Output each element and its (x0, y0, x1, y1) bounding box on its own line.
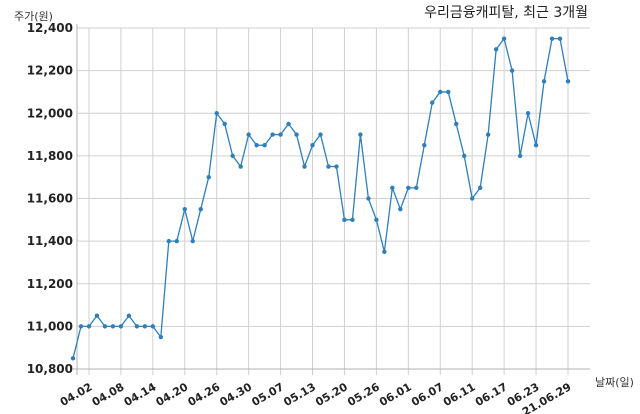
data-point (469, 196, 475, 201)
data-point (246, 132, 251, 137)
data-point (206, 174, 211, 180)
data-point (517, 153, 523, 159)
data-point (270, 132, 275, 137)
x-tick-label: 04.02 (58, 380, 95, 409)
x-tick-label: 06.01 (377, 380, 414, 409)
data-point (222, 121, 227, 127)
data-point (278, 132, 283, 137)
grid (77, 27, 590, 375)
data-point (477, 185, 483, 191)
data-point (102, 324, 108, 329)
x-tick-label: 06.11 (441, 380, 478, 409)
data-point (310, 143, 315, 148)
y-tick-label: 10,800 (27, 362, 73, 376)
data-point (454, 121, 459, 127)
data-point (94, 313, 100, 318)
data-point (366, 196, 371, 201)
y-axis-ticks: 10,800 11,000 11,200 11,400 11,600 11,800 12,0… (27, 21, 73, 376)
x-tick-label: 04.26 (186, 380, 223, 409)
data-point (110, 324, 116, 329)
data-point (398, 206, 403, 212)
y-axis-label: 주가(원) (14, 10, 53, 23)
x-tick-label: 05.20 (313, 380, 350, 409)
data-point (158, 334, 164, 340)
x-tick-label: 04.14 (122, 380, 159, 409)
y-tick-label: 11,600 (27, 192, 73, 206)
x-axis-ticks: 04.0204.0804.1404.2004.2604.3005.0705.13… (58, 380, 574, 414)
data-point (118, 324, 124, 329)
y-tick-label: 12,400 (27, 21, 73, 35)
data-point (142, 324, 148, 329)
data-point (358, 132, 363, 137)
data-point (150, 324, 156, 329)
data-point (382, 249, 387, 254)
data-point (422, 143, 427, 148)
data-point (134, 324, 140, 329)
data-point (533, 143, 539, 148)
data-point (493, 47, 499, 52)
data-point (86, 324, 92, 329)
y-tick-label: 12,000 (27, 106, 73, 120)
data-point (549, 36, 555, 41)
data-point (374, 217, 379, 223)
data-point (430, 100, 435, 105)
x-tick-label: 06.17 (473, 380, 510, 409)
data-point (390, 185, 395, 191)
data-point (462, 153, 467, 159)
data-point (485, 132, 491, 137)
data-point (294, 132, 299, 137)
data-point (446, 89, 451, 95)
chart-title: 우리금융캐피탈, 최근 3개월 (424, 5, 588, 21)
data-point (126, 313, 132, 318)
data-point (182, 206, 187, 212)
x-tick-label: 04.30 (218, 380, 255, 409)
x-tick-label: 05.26 (345, 380, 382, 409)
x-axis-label: 날짜(일) (595, 375, 634, 389)
data-point (254, 143, 259, 148)
data-point (174, 238, 179, 244)
x-tick-label: 04.08 (90, 380, 127, 409)
data-point (198, 206, 203, 212)
data-point (350, 217, 355, 223)
data-point (302, 164, 307, 169)
data-point (318, 132, 323, 137)
data-point (509, 68, 515, 73)
x-tick-label: 05.13 (281, 380, 318, 409)
data-point (565, 79, 571, 84)
series (70, 36, 571, 361)
y-tick-label: 11,800 (27, 149, 73, 163)
data-point (238, 164, 243, 169)
y-tick-label: 11,200 (27, 277, 73, 291)
data-point (406, 185, 411, 191)
y-tick-label: 12,200 (27, 64, 73, 78)
data-point (190, 238, 195, 244)
data-point (541, 79, 547, 84)
x-tick-label: 05.07 (249, 380, 286, 409)
data-point (326, 164, 331, 169)
data-point (78, 324, 84, 329)
data-point (214, 111, 219, 116)
data-point (230, 153, 235, 159)
data-point (525, 111, 531, 116)
y-tick-label: 11,400 (27, 234, 73, 248)
x-tick-label: 04.20 (154, 380, 191, 409)
data-point (166, 238, 172, 244)
data-point (70, 356, 76, 361)
data-point (438, 89, 443, 95)
axes (73, 24, 590, 375)
x-tick-label: 06.07 (409, 380, 446, 409)
data-point (414, 185, 419, 191)
data-point (342, 217, 347, 223)
y-tick-label: 11,000 (27, 319, 73, 333)
data-point (501, 36, 507, 41)
data-point (286, 121, 291, 127)
data-point (557, 36, 563, 41)
data-point (262, 143, 267, 148)
data-point (334, 164, 339, 169)
